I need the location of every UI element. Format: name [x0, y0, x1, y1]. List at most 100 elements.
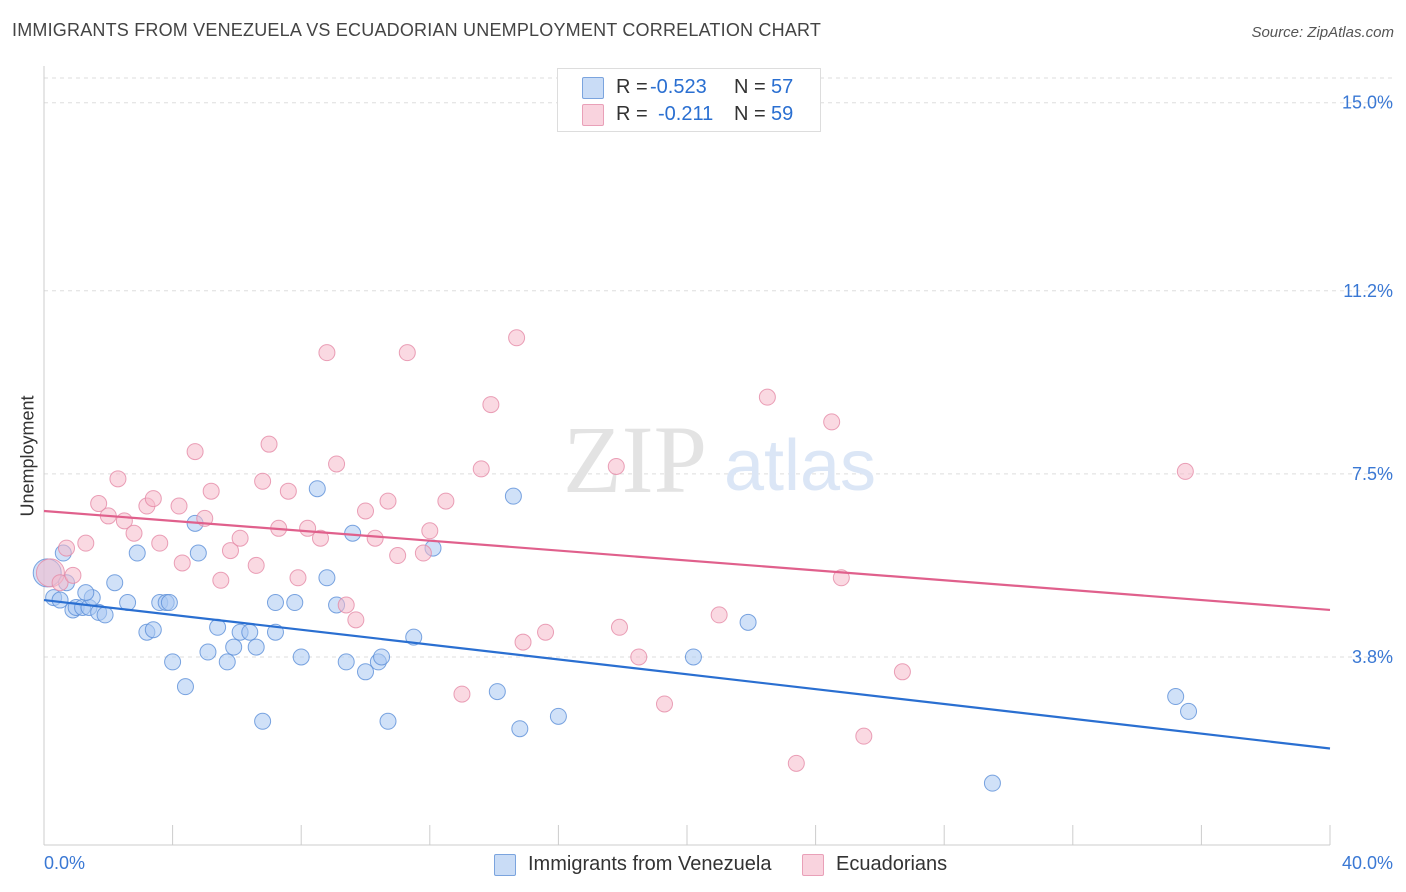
ecuadorian-point — [855, 727, 873, 745]
ecuadorian-point — [421, 522, 439, 540]
venezuela-point — [1180, 702, 1198, 720]
y-tick-label: 11.2% — [1343, 281, 1393, 301]
venezuela-point — [504, 487, 522, 505]
venezuela-point — [96, 606, 114, 624]
venezuela-point — [241, 623, 259, 641]
ecuadorian-point — [893, 663, 911, 681]
ecuadorian-point — [260, 435, 278, 453]
bottom-legend-ecuadorians: Ecuadorians — [802, 852, 962, 876]
legend-row-ecuadorians: R = -0.211 N = 59 — [558, 101, 820, 127]
legend-r-value: -0.523 — [650, 76, 707, 98]
venezuela-trend-line — [43, 598, 1331, 750]
ecuadorian-point — [186, 443, 204, 461]
legend-row-venezuela: R = -0.523 N = 57 — [558, 74, 820, 100]
venezuela-point — [684, 648, 702, 666]
chart-title: IMMIGRANTS FROM VENEZUELA VS ECUADORIAN … — [12, 20, 822, 40]
ecuadorian-point — [212, 571, 230, 589]
venezuela-point — [292, 648, 310, 666]
venezuela-point — [106, 574, 124, 592]
bottom-legend-label: Immigrants from Venezuela — [528, 853, 772, 875]
venezuela-point — [983, 774, 1001, 792]
bottom-legend-venezuela: Immigrants from Venezuela — [494, 852, 784, 876]
ecuadorian-point — [347, 611, 365, 629]
venezuela-point — [77, 584, 95, 602]
ecuadorian-point — [51, 574, 69, 592]
ecuadorian-point — [231, 529, 249, 547]
venezuela-point — [266, 594, 284, 612]
venezuela-point — [286, 594, 304, 612]
watermark-atlas: atlas — [724, 426, 876, 506]
venezuela-point — [337, 653, 355, 671]
venezuela-point — [247, 638, 265, 656]
venezuela-point — [225, 638, 243, 656]
ecuadorian-point — [125, 524, 143, 542]
ecuadorian-point — [389, 547, 407, 565]
source-label: Source: ZipAtlas.com — [1251, 24, 1394, 41]
ecuadorian-point — [318, 344, 336, 362]
venezuela-point — [144, 621, 162, 639]
venezuela-point — [549, 707, 567, 725]
legend-n-value: 57 — [771, 76, 794, 98]
ecuadorian-trend-line — [43, 509, 1331, 612]
bottom-legend-label: Ecuadorians — [836, 853, 948, 875]
ecuadorian-point — [472, 460, 490, 478]
venezuela-point — [160, 594, 178, 612]
legend-n-value: 59 — [771, 103, 794, 125]
y-tick-label: 7.5% — [1352, 464, 1393, 484]
ecuadorian-point — [254, 472, 272, 490]
ecuadorian-point — [221, 542, 239, 560]
ecuadorian-point — [508, 329, 526, 347]
ecuadorian-point — [832, 569, 850, 587]
ecuadorian-point — [77, 534, 95, 552]
venezuela-point — [318, 569, 336, 587]
ecuadorian-point — [202, 482, 220, 500]
legend-swatch-blue — [582, 77, 604, 99]
venezuela-point — [176, 678, 194, 696]
ecuadorian-point — [170, 497, 188, 515]
ecuadorian-point — [758, 388, 776, 406]
ecuadorian-point — [437, 492, 455, 510]
legend-n-label: N = — [734, 76, 766, 98]
legend-r-label: R = — [616, 103, 648, 125]
venezuela-point — [1167, 688, 1185, 706]
venezuela-point — [488, 683, 506, 701]
y-tick-label: 15.0% — [1342, 93, 1393, 113]
venezuela-point — [128, 544, 146, 562]
x-tick-label-max: 40.0% — [1342, 853, 1393, 873]
x-tick-label-min: 0.0% — [44, 853, 85, 873]
ecuadorian-point — [710, 606, 728, 624]
venezuela-point — [189, 544, 207, 562]
venezuela-point — [308, 480, 326, 498]
venezuela-point — [164, 653, 182, 671]
legend-swatch-pink — [582, 104, 604, 126]
ecuadorian-point — [337, 596, 355, 614]
ecuadorian-point — [366, 529, 384, 547]
ecuadorian-point — [311, 529, 329, 547]
y-tick-label: 3.8% — [1352, 647, 1393, 667]
ecuadorian-point — [630, 648, 648, 666]
ecuadorian-point — [414, 544, 432, 562]
ecuadorian-point — [58, 539, 76, 557]
ecuadorian-point — [247, 556, 265, 574]
ecuadorian-point — [482, 396, 500, 414]
ecuadorian-point — [379, 492, 397, 510]
y-axis-label: Unemployment — [17, 395, 38, 517]
ecuadorian-point — [289, 569, 307, 587]
venezuela-point — [357, 663, 374, 681]
ecuadorian-point — [453, 685, 471, 703]
ecuadorian-point — [173, 554, 191, 572]
venezuela-point — [218, 653, 236, 671]
ecuadorian-point — [109, 470, 127, 488]
legend-r-label: R = — [616, 76, 648, 98]
bottom-legend-swatch-pink — [802, 854, 824, 876]
ecuadorian-point — [607, 457, 625, 475]
ecuadorian-point — [64, 566, 82, 584]
legend-n-label: N = — [734, 103, 766, 125]
correlation-legend: R = -0.523 N = 57 R = -0.211 N = 59 — [557, 68, 821, 132]
ecuadorian-point — [610, 618, 628, 636]
ecuadorian-point — [823, 413, 841, 431]
ecuadorian-point — [279, 482, 297, 500]
ecuadorian-point — [655, 695, 673, 713]
ecuadorian-point — [398, 344, 416, 362]
